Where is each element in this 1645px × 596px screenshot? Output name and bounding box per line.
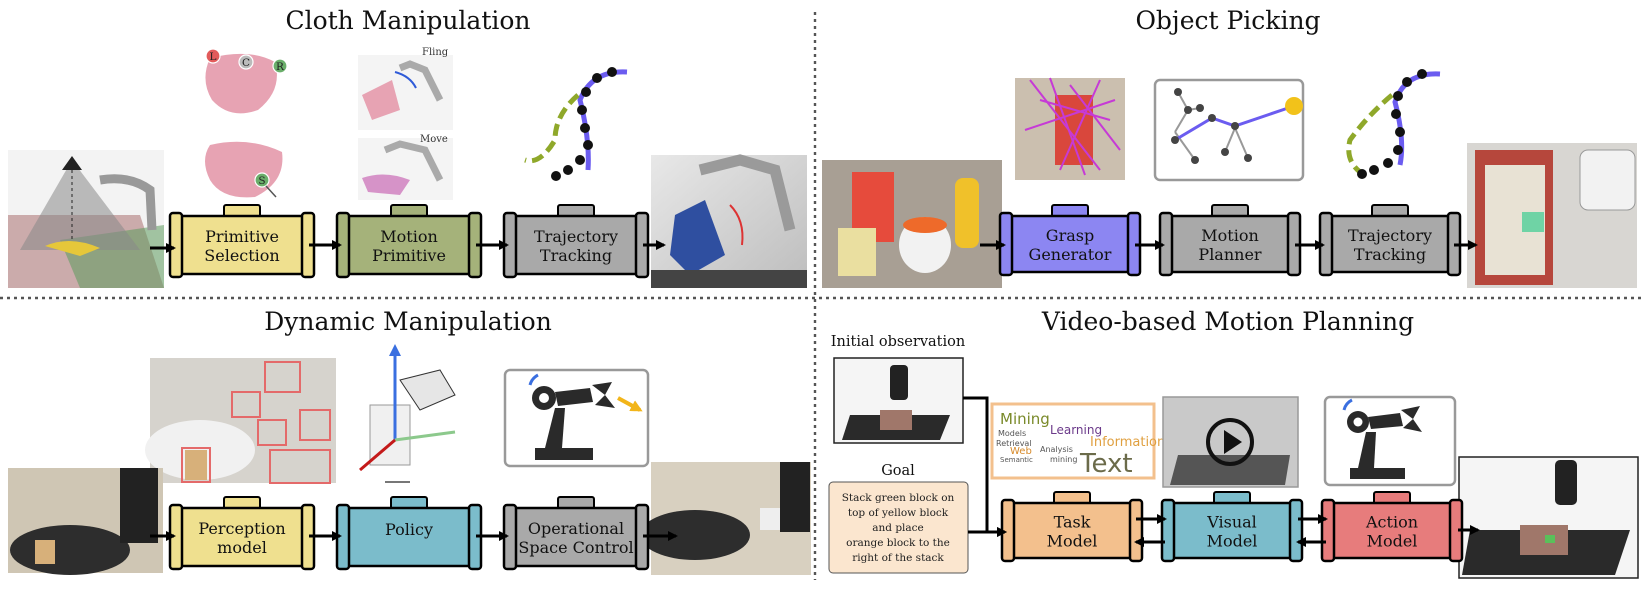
word-mining: Mining [1000, 410, 1050, 428]
title-cloth-manipulation: Cloth Manipulation [285, 6, 530, 35]
dynamic-result-photo [640, 462, 811, 575]
block-label-line1: Visual [1206, 513, 1257, 532]
cloth-result-photo [651, 154, 807, 288]
goal-line-1: Stack green block on [842, 492, 955, 504]
block-flange-right [1128, 498, 1144, 563]
fling-label: Fling [422, 47, 449, 58]
marker-c-label: C [242, 57, 250, 69]
word-analysis: Analysis [1040, 445, 1073, 454]
block-flange-right [1288, 498, 1304, 563]
grasp-candidates-image [1015, 77, 1125, 180]
block-label-line1: Action [1365, 513, 1418, 532]
word-text: Text [1079, 449, 1133, 479]
word-learning: Learning [1050, 423, 1102, 437]
policy-robot-frame-image [359, 344, 456, 483]
marker-r-label: R [276, 61, 285, 73]
goal-title: Goal [881, 463, 915, 479]
block-label-line1: Perception [198, 519, 285, 538]
block-label-line2: Tracking [1354, 245, 1426, 264]
goal-text: Stack green block on top of yellow block… [842, 492, 955, 564]
word-web: Web [1010, 446, 1032, 457]
block-flange-left [168, 211, 184, 279]
block-label-line2: Tracking [540, 246, 612, 265]
picking-scene-photo [822, 160, 1002, 288]
block-label-line2: Selection [204, 246, 279, 265]
block-label-line2: Space Control [518, 538, 633, 557]
block-flange-left [1160, 498, 1176, 563]
block-label-line2: Model [1367, 532, 1418, 551]
block-label-line1: Grasp [1046, 226, 1094, 245]
picking-result-photo [1467, 143, 1637, 288]
block-label-line1: Primitive [205, 227, 279, 246]
picking-trajectory-icon [1346, 69, 1441, 179]
marker-l [205, 48, 221, 64]
goal-note [828, 481, 969, 574]
dynamic-scene-photo [8, 468, 163, 575]
play-icon [1206, 418, 1254, 466]
initial-observation-label: Initial observation [831, 334, 965, 350]
goal-line-2: top of yellow block [848, 507, 949, 519]
block-label-line1: Trajectory [1348, 226, 1432, 245]
block-label-line2: model [217, 538, 267, 557]
block-label-line1: Task [1054, 513, 1091, 532]
block-label-line1: Motion [380, 227, 438, 246]
motion-planner-graph-icon [1153, 78, 1305, 182]
perception-detections-image [145, 358, 336, 484]
dynamic-block-policy: Policy [335, 496, 483, 571]
block-label-line1: Operational [528, 519, 624, 538]
block-label-line1: Policy [385, 520, 433, 539]
title-object-picking: Object Picking [1135, 6, 1320, 35]
cloth-fabric-images: L C R S [205, 48, 288, 198]
marker-c [238, 54, 254, 70]
x-axis-arrow [359, 438, 396, 472]
y-axis-arrow [394, 430, 456, 442]
block-label-line2: Model [1207, 532, 1258, 551]
word-semantic: Semantic [1000, 456, 1033, 464]
block-label-line2: Planner [1198, 245, 1262, 264]
block-label-line2: Generator [1029, 245, 1112, 264]
marker-s [254, 172, 270, 188]
word-mining-small: mining [1050, 455, 1077, 464]
goal-line-5: right of the stack [852, 552, 944, 564]
motion-primitive-images: Fling Move [358, 47, 453, 200]
block-label-line2: Primitive [372, 246, 446, 265]
title-video-motion-planning: Video-based Motion Planning [1041, 307, 1414, 336]
word-information: Information [1090, 435, 1165, 450]
cloth-scene-photo [8, 150, 164, 288]
title-dynamic-manipulation: Dynamic Manipulation [264, 307, 552, 336]
move-label: Move [420, 134, 448, 145]
word-models: Models [998, 429, 1026, 438]
block-label-line2: Model [1047, 532, 1098, 551]
cloth-trajectory-icon [524, 67, 628, 181]
robot-arm-icon-video [1323, 395, 1457, 487]
marker-l-label: L [210, 51, 217, 63]
robot-arm-icon-dynamic [503, 368, 650, 468]
goal-line-3: and place [872, 522, 924, 534]
marker-r [272, 58, 288, 74]
wordcloud-image: Mining Learning Models Retrieval Informa… [990, 402, 1165, 480]
block-label-line1: Trajectory [534, 227, 618, 246]
visual-video-frame [1162, 396, 1299, 488]
video-result-photo [1458, 456, 1639, 579]
word-retrieval: Retrieval [996, 439, 1032, 448]
flow-arrows [150, 240, 1480, 547]
initial-observation-image [833, 357, 964, 444]
block-label-line1: Motion [1201, 226, 1259, 245]
yellow-direction-arrow [617, 396, 643, 412]
block-flange-left [1320, 498, 1336, 563]
marker-s-label: S [258, 175, 265, 187]
goal-line-4: orange block to the [846, 537, 950, 549]
